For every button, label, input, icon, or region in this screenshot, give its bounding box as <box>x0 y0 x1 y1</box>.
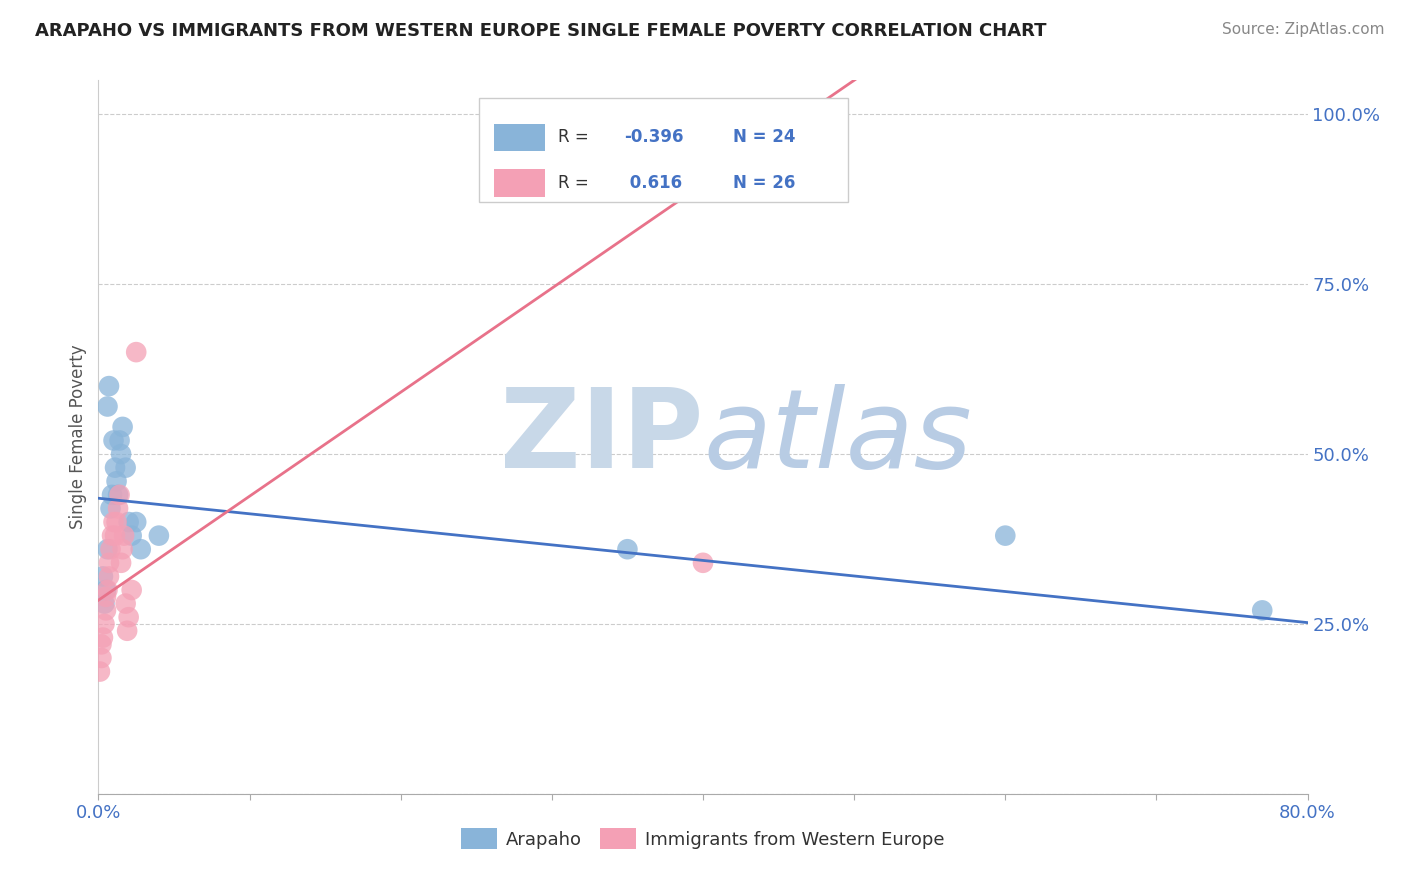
Point <box>118 515 141 529</box>
Point <box>616 542 638 557</box>
Point <box>91 569 114 583</box>
Point <box>90 651 112 665</box>
Text: N = 26: N = 26 <box>734 174 796 192</box>
Point <box>98 569 121 583</box>
Point <box>148 528 170 542</box>
Point <box>110 556 132 570</box>
Point <box>121 582 143 597</box>
Point <box>100 501 122 516</box>
Point <box>129 542 152 557</box>
Point <box>114 460 136 475</box>
Point <box>105 475 128 489</box>
Point <box>100 542 122 557</box>
Point <box>118 610 141 624</box>
Point <box>114 597 136 611</box>
Point <box>103 515 125 529</box>
Point <box>692 556 714 570</box>
Point <box>90 637 112 651</box>
Point <box>101 488 124 502</box>
Point <box>91 631 114 645</box>
Text: atlas: atlas <box>703 384 972 491</box>
Text: ZIP: ZIP <box>499 384 703 491</box>
Text: R =: R = <box>558 128 593 146</box>
Legend: Arapaho, Immigrants from Western Europe: Arapaho, Immigrants from Western Europe <box>454 821 952 856</box>
Point <box>94 590 117 604</box>
Text: ARAPAHO VS IMMIGRANTS FROM WESTERN EUROPE SINGLE FEMALE POVERTY CORRELATION CHAR: ARAPAHO VS IMMIGRANTS FROM WESTERN EUROP… <box>35 22 1046 40</box>
Point <box>96 542 118 557</box>
Point <box>110 447 132 461</box>
Text: N = 24: N = 24 <box>734 128 796 146</box>
Point <box>103 434 125 448</box>
Point <box>1251 603 1274 617</box>
Point <box>107 488 129 502</box>
Point <box>994 528 1017 542</box>
Point <box>105 515 128 529</box>
Point <box>108 488 131 502</box>
Point <box>107 501 129 516</box>
FancyBboxPatch shape <box>494 169 544 196</box>
Text: -0.396: -0.396 <box>624 128 683 146</box>
Point <box>98 379 121 393</box>
Point <box>89 665 111 679</box>
Point <box>111 420 134 434</box>
Point <box>96 400 118 414</box>
Point <box>121 528 143 542</box>
Point <box>101 528 124 542</box>
Text: 0.616: 0.616 <box>624 174 682 192</box>
Point <box>108 434 131 448</box>
Text: Source: ZipAtlas.com: Source: ZipAtlas.com <box>1222 22 1385 37</box>
Point <box>94 603 117 617</box>
Point <box>96 582 118 597</box>
Y-axis label: Single Female Poverty: Single Female Poverty <box>69 345 87 529</box>
Point <box>115 624 138 638</box>
Point <box>112 528 135 542</box>
Point <box>98 556 121 570</box>
Text: R =: R = <box>558 174 593 192</box>
Point <box>93 617 115 632</box>
FancyBboxPatch shape <box>479 98 848 202</box>
Point <box>104 528 127 542</box>
Point <box>94 582 117 597</box>
Point <box>93 597 115 611</box>
Point <box>125 345 148 359</box>
FancyBboxPatch shape <box>494 124 544 151</box>
Point <box>125 515 148 529</box>
Point <box>111 542 134 557</box>
Point <box>104 460 127 475</box>
